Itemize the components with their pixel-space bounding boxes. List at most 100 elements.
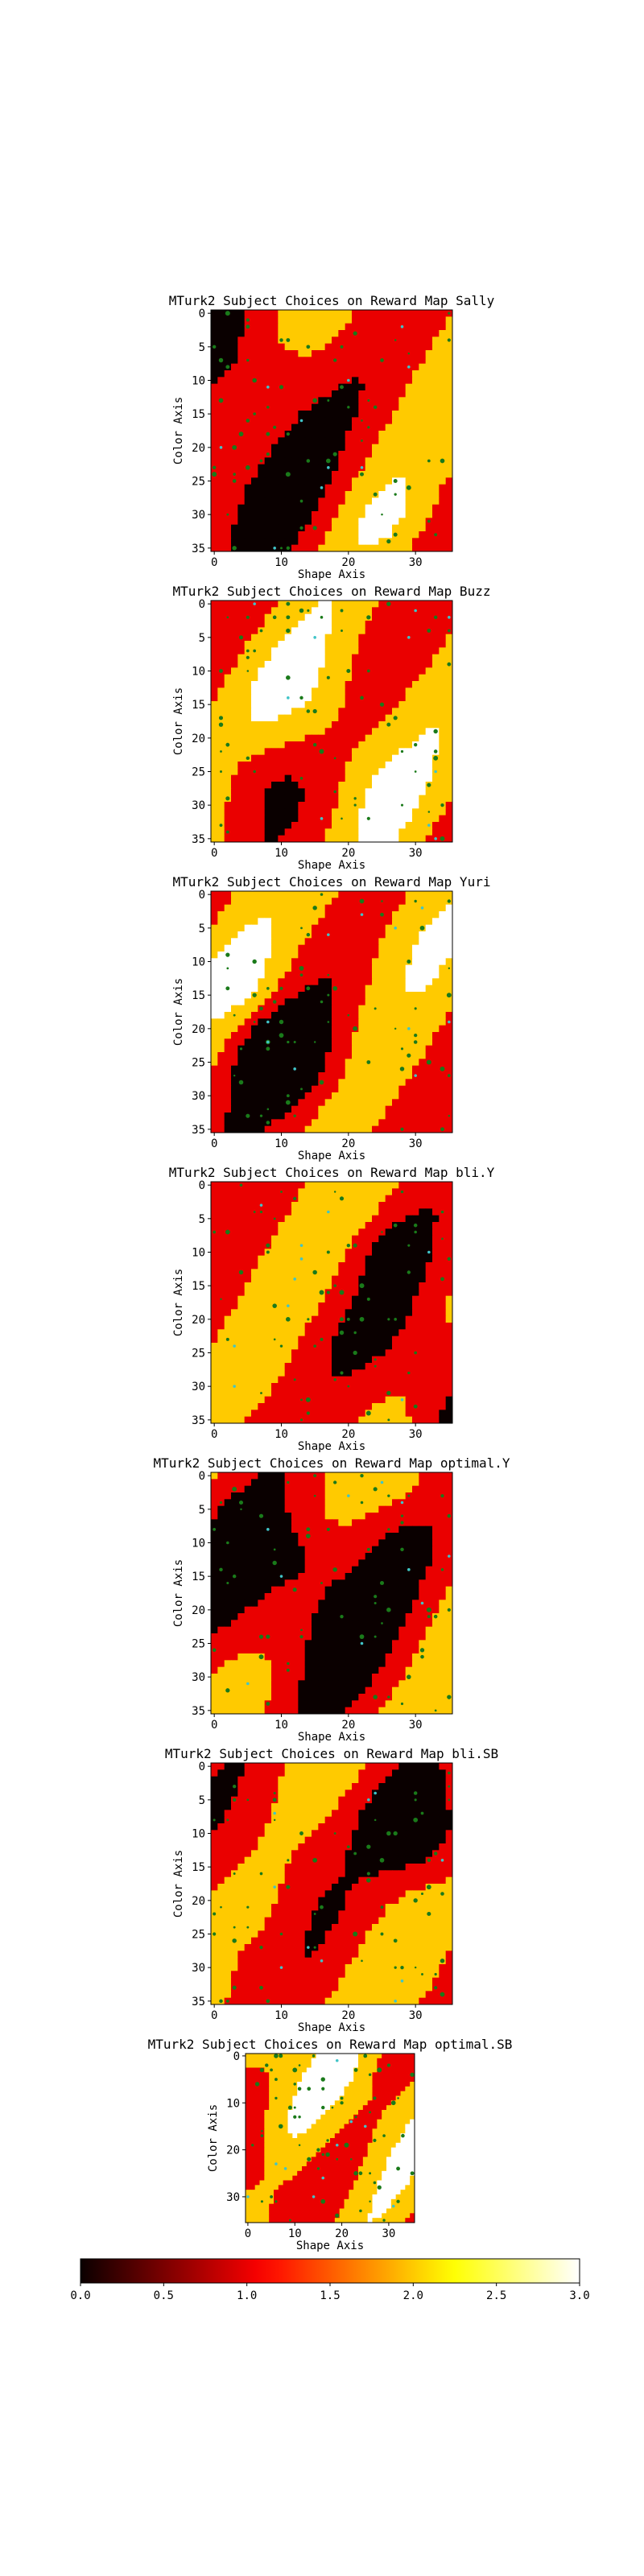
heatmap-cell	[432, 538, 440, 546]
heatmap-cell	[398, 667, 407, 675]
heatmap-cell	[244, 621, 252, 628]
heatmap-cell	[291, 497, 299, 506]
heatmap-cell	[324, 1085, 332, 1093]
heatmap-cell	[432, 411, 440, 418]
heatmap-cell	[237, 808, 246, 816]
heatmap-cell	[271, 701, 279, 708]
heatmap-cell	[324, 924, 332, 932]
heatmap-cell	[419, 1113, 427, 1120]
heatmap-cell	[332, 835, 339, 843]
heatmap-cell	[358, 1235, 366, 1243]
heatmap-cell	[211, 1065, 218, 1073]
heatmap-cell	[439, 504, 447, 512]
heatmap-cell	[264, 484, 272, 492]
heatmap-cell	[432, 667, 440, 675]
heatmap-cell	[425, 985, 433, 993]
heatmap-cell	[405, 911, 413, 919]
heatmap-cell	[304, 621, 312, 628]
heatmap-cell	[284, 484, 292, 492]
heatmap-cell	[425, 1113, 433, 1120]
heatmap-cell	[312, 1249, 319, 1257]
heatmap-cell	[231, 397, 238, 405]
heatmap-cell	[439, 795, 447, 803]
subject-choice-marker	[393, 532, 398, 537]
heatmap-cell	[445, 1065, 453, 1073]
heatmap-cell	[251, 1085, 258, 1093]
heatmap-cell	[439, 768, 447, 776]
heatmap-cell	[264, 1255, 272, 1263]
heatmap-cell	[211, 403, 218, 411]
heatmap-cell	[398, 762, 407, 769]
heatmap-cell	[237, 762, 246, 769]
heatmap-cell	[378, 998, 386, 1006]
heatmap-cell	[412, 363, 419, 371]
heatmap-cell	[332, 350, 339, 357]
heatmap-cell	[338, 363, 346, 371]
subject-choice-marker	[300, 927, 303, 930]
subject-choice-marker	[427, 629, 431, 633]
heatmap-cell	[258, 464, 266, 472]
heatmap-cell	[332, 491, 339, 498]
heatmap-cell	[419, 964, 427, 972]
heatmap-cell	[278, 484, 286, 492]
heatmap-cell	[231, 1315, 238, 1323]
subject-choice-marker	[381, 513, 383, 516]
heatmap-cell	[324, 1215, 332, 1223]
heatmap-cell	[237, 795, 246, 803]
heatmap-cell	[251, 1269, 258, 1277]
heatmap-cell	[392, 511, 399, 518]
heatmap-cell	[291, 310, 299, 317]
y-tick-label: 35	[192, 833, 205, 846]
heatmap-cell	[211, 762, 218, 769]
heatmap-cell	[258, 1059, 266, 1067]
heatmap-cell	[338, 457, 346, 465]
heatmap-cell	[264, 972, 272, 979]
heatmap-cell	[318, 627, 326, 635]
heatmap-cell	[432, 1025, 440, 1033]
heatmap-cell	[271, 815, 279, 823]
heatmap-cell	[324, 748, 332, 756]
heatmap-cell	[332, 734, 339, 742]
heatmap-cell	[432, 985, 440, 993]
heatmap-cell	[372, 721, 379, 729]
heatmap-cell	[291, 1072, 299, 1080]
heatmap-cell	[251, 728, 258, 736]
heatmap-cell	[419, 985, 427, 993]
subject-choice-marker	[427, 782, 431, 787]
heatmap-cell	[237, 661, 246, 668]
heatmap-cell	[224, 1072, 232, 1080]
heatmap-cell	[278, 808, 286, 816]
heatmap-cell	[439, 484, 447, 492]
heatmap-cell	[372, 694, 379, 702]
heatmap-cell	[244, 1032, 252, 1039]
heatmap-cell	[425, 1052, 433, 1059]
heatmap-cell	[372, 1269, 379, 1277]
heatmap-cell	[445, 754, 453, 762]
heatmap-cell	[419, 601, 427, 608]
heatmap-cell	[324, 904, 332, 912]
heatmap-cell	[352, 978, 359, 986]
heatmap-cell	[244, 728, 252, 736]
heatmap-cell	[352, 411, 359, 418]
heatmap-cell	[324, 1012, 332, 1019]
subject-choice-marker	[232, 479, 237, 483]
heatmap-cell	[244, 1105, 252, 1113]
heatmap-cell	[318, 370, 326, 378]
heatmap-cell	[338, 1012, 346, 1019]
heatmap-cell	[439, 511, 447, 518]
heatmap-cell	[237, 1275, 246, 1283]
heatmap-cell	[324, 754, 332, 762]
subject-choice-marker	[327, 993, 330, 997]
heatmap-cell	[318, 1242, 326, 1249]
heatmap-cell	[251, 370, 258, 378]
heatmap-cell	[271, 1295, 279, 1303]
heatmap-cell	[312, 931, 319, 939]
heatmap-cell	[224, 1092, 232, 1100]
heatmap-cell	[217, 477, 225, 485]
heatmap-cell	[324, 918, 332, 926]
heatmap-cell	[312, 350, 319, 357]
heatmap-cell	[419, 431, 427, 438]
heatmap-cell	[439, 1119, 447, 1127]
heatmap-cell	[358, 734, 366, 742]
heatmap-cell	[304, 491, 312, 498]
